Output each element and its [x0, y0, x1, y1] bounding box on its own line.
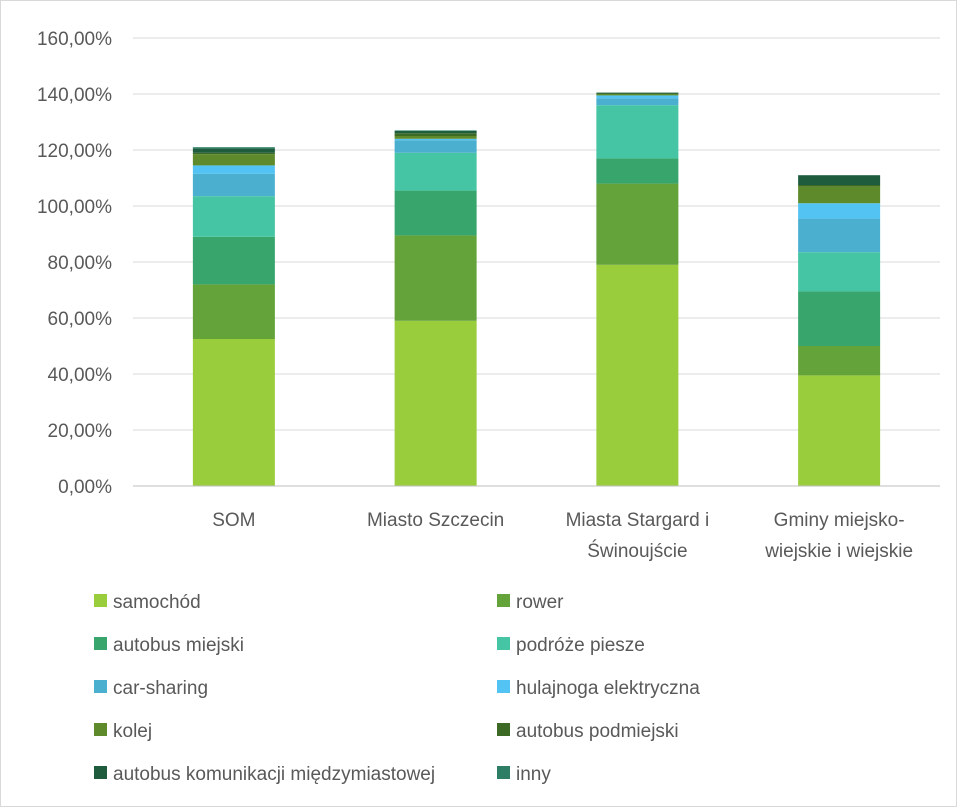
- bar-segment: [394, 130, 477, 134]
- bar-segment: [394, 138, 477, 141]
- bar-segment: [192, 284, 275, 339]
- legend: samochód rower autobus miejski podróże pies…: [94, 592, 700, 785]
- bar-segment: [394, 320, 477, 486]
- bar-segment: [798, 203, 881, 219]
- legend-label: hulajnoga elektryczna: [516, 678, 700, 699]
- bar-segment: [596, 93, 679, 94]
- bar-segment: [596, 183, 679, 265]
- bar-segment: [394, 140, 477, 153]
- x-category-label: Miasta Stargard i: [566, 510, 710, 531]
- bar-segment: [394, 133, 477, 136]
- bar-segment: [192, 147, 275, 149]
- bar-segment: [394, 136, 477, 139]
- bar-segment: [192, 154, 275, 166]
- bar-segment: [798, 375, 881, 486]
- bar-segment: [394, 152, 477, 191]
- bar-segment: [192, 196, 275, 237]
- legend-label: rower: [516, 592, 564, 613]
- bars: [192, 92, 881, 486]
- x-category-label: Gminy miejsko-: [774, 510, 905, 531]
- legend-swatch: [94, 637, 107, 650]
- legend-label: car-sharing: [113, 678, 208, 699]
- legend-swatch: [497, 723, 510, 736]
- y-tick-label: 40,00%: [48, 365, 113, 386]
- bar-segment: [798, 218, 881, 253]
- bar-segment: [394, 190, 477, 236]
- legend-swatch: [94, 723, 107, 736]
- bar-segment: [596, 105, 679, 159]
- x-category-label: Miasto Szczecin: [367, 510, 504, 531]
- legend-label: samochód: [113, 592, 201, 613]
- x-category-label: wiejskie i wiejskie: [764, 541, 913, 562]
- bar-segment: [192, 173, 275, 197]
- bar-segment: [798, 252, 881, 292]
- bar-segment: [798, 186, 881, 204]
- bar-segment: [798, 185, 881, 187]
- bar-segment: [192, 148, 275, 153]
- x-category-label: Świnoujście: [587, 540, 687, 562]
- bar-segment: [798, 346, 881, 376]
- x-axis-category-labels: SOM Miasto Szczecin Miasta Stargard i Świno…: [212, 510, 913, 562]
- legend-swatch: [497, 680, 510, 693]
- legend-swatch: [497, 766, 510, 779]
- y-tick-label: 60,00%: [48, 309, 113, 330]
- y-axis-tick-labels: 0,00% 20,00% 40,00% 60,00% 80,00% 100,00% 120,…: [37, 29, 112, 498]
- y-tick-label: 80,00%: [48, 253, 113, 274]
- y-tick-label: 0,00%: [58, 477, 112, 498]
- legend-label: kolej: [113, 721, 152, 742]
- legend-swatch: [497, 594, 510, 607]
- y-tick-label: 100,00%: [37, 197, 112, 218]
- y-tick-label: 20,00%: [48, 421, 113, 442]
- legend-label: autobus podmiejski: [516, 721, 679, 742]
- y-tick-label: 120,00%: [37, 141, 112, 162]
- legend-label: inny: [516, 764, 551, 785]
- bar-segment: [596, 92, 679, 94]
- bar-segment: [192, 339, 275, 486]
- legend-swatch: [94, 680, 107, 693]
- bar-segment: [192, 152, 275, 155]
- legend-label: autobus miejski: [113, 635, 244, 656]
- bar-segment: [798, 175, 881, 185]
- y-tick-label: 140,00%: [37, 85, 112, 106]
- bar-segment: [596, 98, 679, 106]
- x-category-label: SOM: [212, 510, 255, 531]
- bar-segment: [192, 165, 275, 174]
- bar-segment: [192, 236, 275, 285]
- bar-segment: [596, 95, 679, 99]
- bar-segment: [596, 94, 679, 96]
- y-tick-label: 160,00%: [37, 29, 112, 50]
- bar-segment: [798, 291, 881, 346]
- legend-swatch: [497, 637, 510, 650]
- bar-segment: [394, 235, 477, 321]
- bar-segment: [596, 158, 679, 184]
- legend-swatch: [94, 766, 107, 779]
- legend-swatch: [94, 594, 107, 607]
- bar-segment: [596, 264, 679, 486]
- legend-label: podróże piesze: [516, 635, 645, 656]
- legend-label: autobus komunikacji międzymiastowej: [113, 764, 435, 785]
- bar-segment: [394, 130, 477, 131]
